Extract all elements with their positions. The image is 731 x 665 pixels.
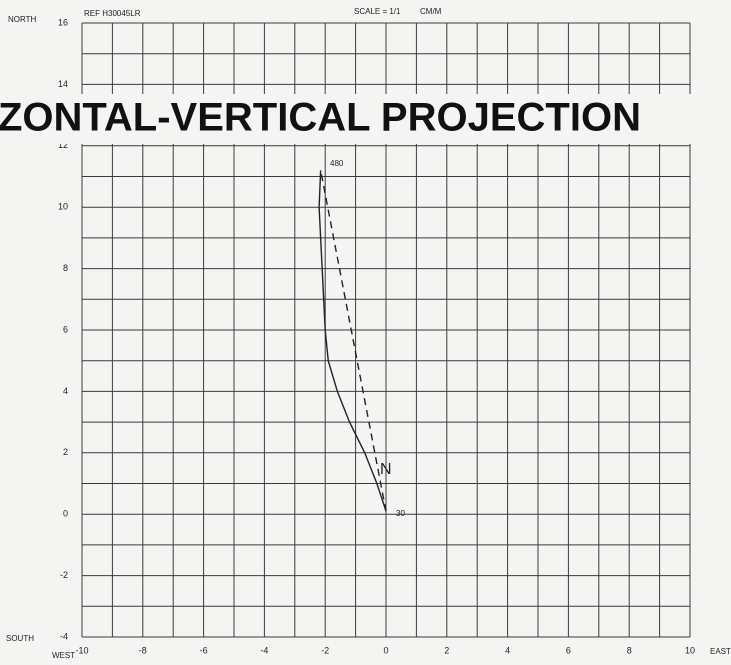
south-label: SOUTH <box>6 634 34 643</box>
y-tick-label: -4 <box>60 631 68 641</box>
y-tick-label: 14 <box>58 79 68 89</box>
x-tick-label: 8 <box>627 645 632 655</box>
x-tick-label: 6 <box>566 645 571 655</box>
y-tick-label: 12 <box>58 140 68 150</box>
x-tick-label: 0 <box>383 645 388 655</box>
west-label: WEST <box>52 651 75 660</box>
title-banner <box>0 94 731 144</box>
scale: SCALE = 1/1 <box>354 7 401 16</box>
labels: REF H30045LR SCALE = 1/1 CM/M NORTH SOUT… <box>6 7 731 660</box>
y-tick-label: 0 <box>63 509 68 519</box>
chart-title: ZONTAL-VERTICAL PROJECTION <box>0 96 641 140</box>
y-tick-label: 4 <box>63 386 68 396</box>
x-tick-label: -10 <box>75 645 88 655</box>
annotation: 30 <box>396 509 405 518</box>
units: CM/M <box>420 7 442 16</box>
x-tick-label: -6 <box>200 645 208 655</box>
series-line <box>318 170 387 512</box>
east-label: EAST <box>710 647 731 656</box>
reference: REF H30045LR <box>84 9 141 18</box>
x-tick-label: -4 <box>260 645 268 655</box>
x-tick-label: -8 <box>139 645 147 655</box>
series-line <box>319 170 387 512</box>
plot-lines <box>318 170 387 512</box>
y-tick-label: -2 <box>60 570 68 580</box>
x-tick-label: 4 <box>505 645 510 655</box>
x-tick-label: 2 <box>444 645 449 655</box>
y-tick-label: 8 <box>63 263 68 273</box>
y-tick-label: 6 <box>63 324 68 334</box>
x-tick-label: -2 <box>321 645 329 655</box>
annotation: N <box>380 461 392 478</box>
annotation: 480 <box>330 159 344 168</box>
north-label: NORTH <box>8 15 37 24</box>
y-tick-label: 16 <box>58 17 68 27</box>
x-tick-label: 10 <box>685 645 695 655</box>
y-tick-label: 2 <box>63 447 68 457</box>
y-tick-label: 10 <box>58 202 68 212</box>
